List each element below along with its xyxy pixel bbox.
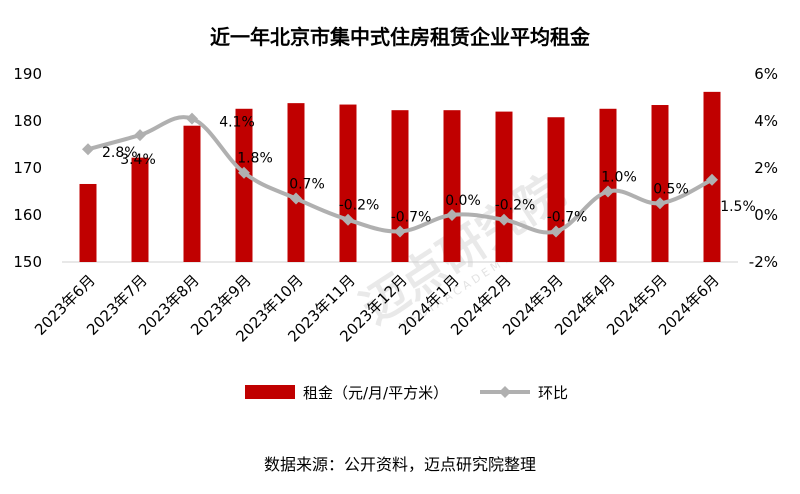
legend-swatch-bar	[245, 385, 295, 399]
line-marker	[342, 213, 354, 226]
line-data-label: -0.2%	[339, 198, 380, 214]
line-data-label: 4.1%	[219, 115, 255, 131]
line-data-label: -0.7%	[391, 209, 432, 225]
line-marker	[498, 213, 510, 226]
line-data-label: 0.0%	[445, 193, 481, 209]
line-marker	[394, 225, 406, 238]
legend-label-line: 环比	[538, 384, 568, 402]
line-data-label: -0.2%	[495, 198, 536, 214]
line-data-label: 1.0%	[601, 170, 637, 186]
line-data-label: 1.8%	[237, 151, 273, 167]
legend: 租金（元/月/平方米） 环比	[245, 384, 568, 402]
bar	[79, 183, 97, 262]
y-right-axis: -2% 0% 2% 4% 6%	[749, 65, 778, 271]
line-marker	[654, 197, 666, 210]
y-right-tick-label: 0%	[754, 206, 778, 224]
line-data-label: 1.5%	[720, 199, 756, 215]
line-marker	[82, 143, 94, 156]
bar	[651, 105, 669, 263]
bar	[183, 125, 201, 262]
bar	[547, 117, 565, 263]
line-data-label: -0.7%	[547, 209, 588, 225]
line-marker	[706, 173, 718, 186]
y-left-tick-label: 190	[13, 65, 42, 83]
bar	[287, 103, 305, 262]
y-left-tick-label: 160	[13, 206, 42, 224]
line-data-label: 2.8%	[102, 145, 138, 161]
line-data-label: 0.5%	[653, 181, 689, 197]
line-marker	[550, 225, 562, 238]
line-marker	[238, 166, 250, 179]
bar	[339, 104, 357, 262]
bar	[443, 110, 461, 262]
chart-title: 近一年北京市集中式住房租赁企业平均租金	[210, 25, 591, 49]
line-series: 2.8%3.4%4.1%1.8%0.7%-0.2%-0.7%0.0% -0.2%-…	[82, 112, 756, 238]
bar	[391, 110, 409, 262]
y-left-tick-label: 170	[13, 159, 42, 177]
line-marker	[186, 112, 198, 125]
line-marker	[290, 192, 302, 205]
bar-series	[79, 91, 721, 263]
bar	[495, 111, 513, 262]
y-right-tick-label: 4%	[754, 112, 778, 130]
bar	[131, 157, 149, 262]
line-data-label: 3.4%	[120, 152, 156, 168]
legend-marker-line	[499, 386, 511, 398]
y-right-tick-label: -2%	[749, 253, 778, 271]
line-marker	[602, 185, 614, 198]
y-right-tick-label: 6%	[754, 65, 778, 83]
y-left-tick-label: 180	[13, 112, 42, 130]
y-left-tick-label: 150	[13, 253, 42, 271]
y-left-axis: 150 160 170 180 190	[13, 65, 42, 271]
source-note: 数据来源：公开资料，迈点研究院整理	[264, 455, 536, 474]
line-marker	[134, 129, 146, 142]
line-data-label: 0.7%	[289, 177, 325, 193]
bar	[235, 108, 253, 262]
bar	[599, 108, 617, 262]
line-marker	[446, 209, 458, 221]
y-right-tick-label: 2%	[754, 159, 778, 177]
legend-label-bar: 租金（元/月/平方米）	[303, 384, 448, 402]
